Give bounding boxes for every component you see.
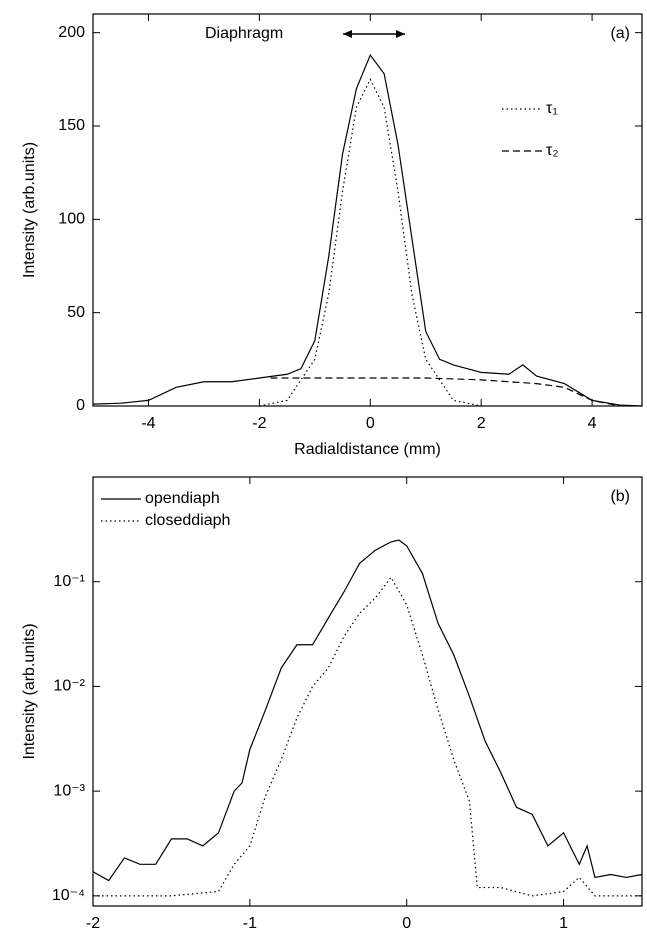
legend-label: τ₁ bbox=[546, 100, 558, 117]
annotation: Diaphragm bbox=[205, 25, 283, 42]
legend-label: closeddiaph bbox=[145, 512, 230, 529]
y-tick-label: 10⁻³ bbox=[53, 782, 85, 799]
x-axis-label: Radialdistance (mm) bbox=[294, 441, 441, 458]
y-tick-label: 150 bbox=[58, 117, 85, 134]
plot-frame bbox=[92, 13, 643, 407]
x-tick-label: 4 bbox=[588, 415, 597, 432]
x-tick-label: -2 bbox=[252, 415, 266, 432]
x-tick-label: 0 bbox=[366, 415, 375, 432]
x-tick-label: -1 bbox=[243, 915, 257, 932]
data-line bbox=[92, 539, 643, 882]
y-tick-label: 200 bbox=[58, 24, 85, 41]
legend-label: τ₂ bbox=[546, 142, 559, 159]
y-tick-label: 10⁻² bbox=[53, 678, 85, 695]
legend-label: opendiaph bbox=[145, 490, 220, 507]
y-tick-label: 10⁻⁴ bbox=[52, 887, 85, 904]
y-tick-label: 50 bbox=[67, 304, 85, 321]
y-tick-label: 100 bbox=[58, 211, 85, 228]
x-tick-label: 1 bbox=[559, 915, 568, 932]
plot-frame bbox=[92, 476, 643, 907]
data-line bbox=[92, 53, 643, 407]
y-axis-label: Intensity (arb.units) bbox=[21, 142, 38, 278]
x-tick-label: -2 bbox=[86, 915, 100, 932]
data-line bbox=[93, 576, 642, 897]
y-tick-label: 10⁻¹ bbox=[53, 573, 85, 590]
y-tick-label: 0 bbox=[76, 397, 85, 414]
x-tick-label: 2 bbox=[477, 415, 486, 432]
panel-label: (b) bbox=[610, 488, 630, 505]
y-axis-label: Intensity (arb.units) bbox=[21, 623, 38, 759]
data-line bbox=[270, 377, 620, 407]
x-tick-label: 0 bbox=[402, 915, 411, 932]
data-line bbox=[259, 77, 482, 407]
x-tick-label: -4 bbox=[141, 415, 155, 432]
panel-label: (a) bbox=[610, 25, 630, 42]
